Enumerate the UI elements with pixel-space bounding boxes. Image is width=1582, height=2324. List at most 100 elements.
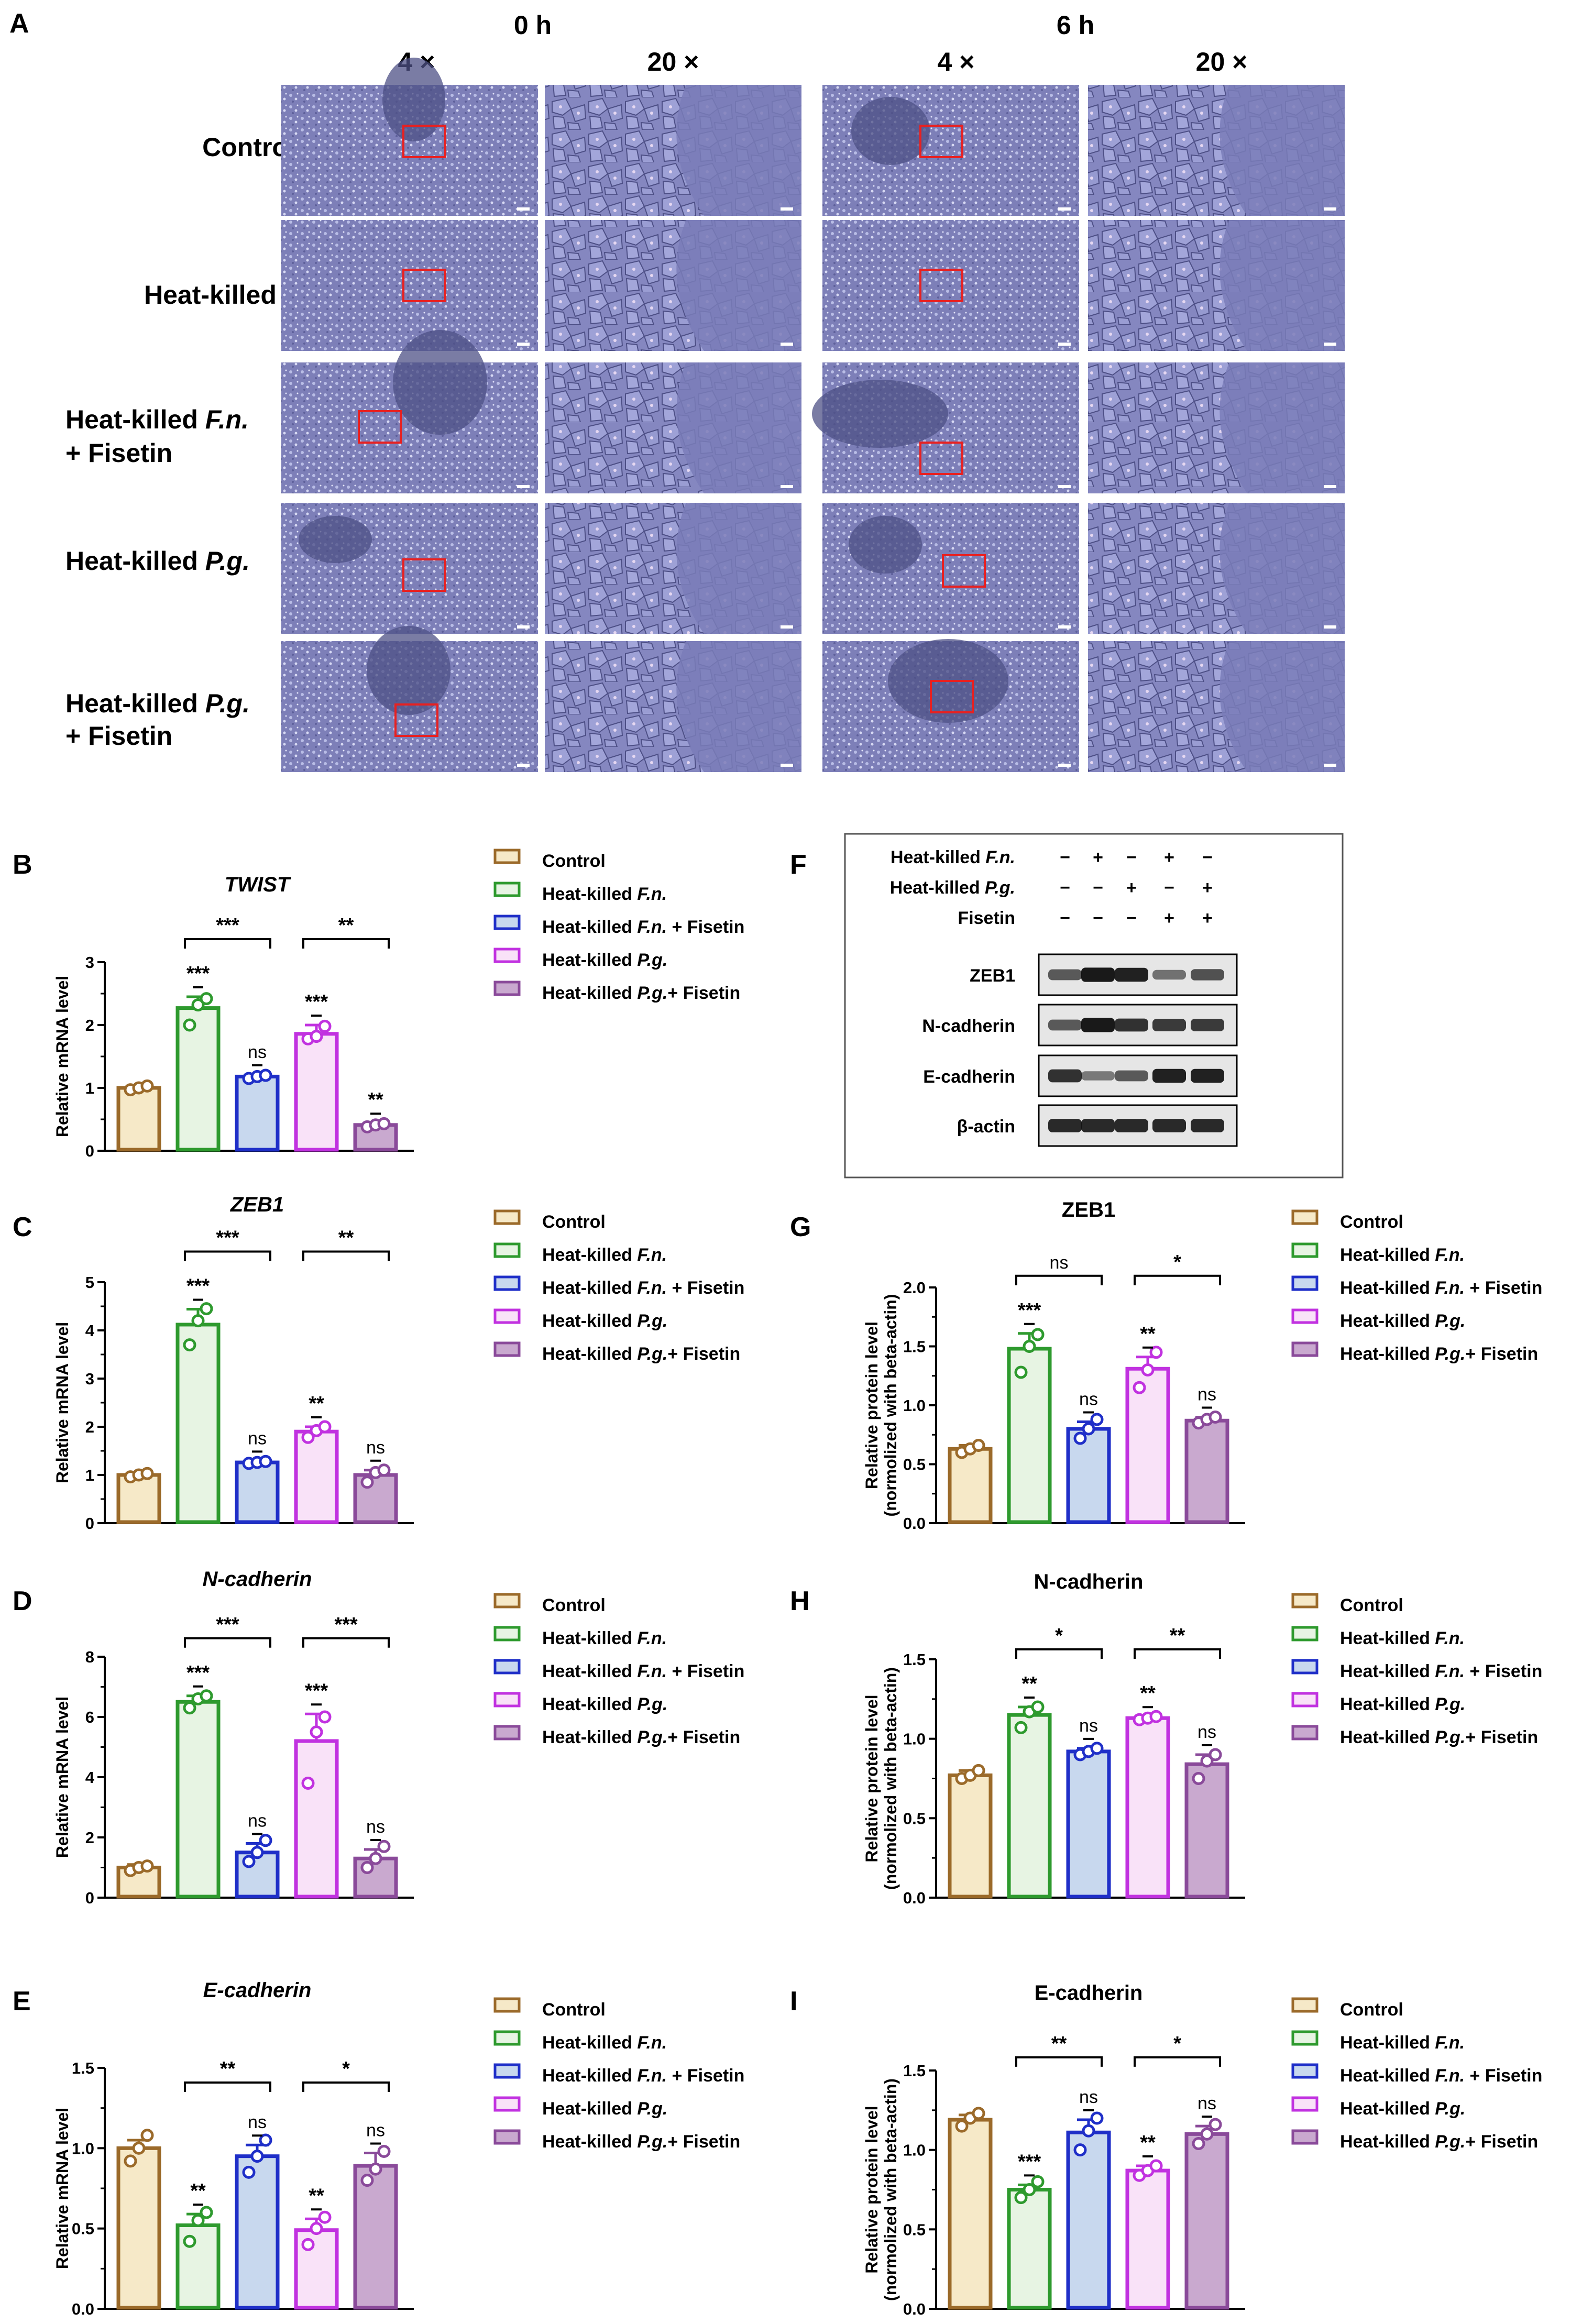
sig-label-3: ns (248, 1811, 267, 1831)
data-point (259, 2133, 272, 2147)
sig-label-5: ns (1198, 1385, 1216, 1405)
wb-band-2-lane-3 (1115, 1018, 1148, 1032)
data-point (183, 2234, 196, 2248)
sig-label-2: ** (1021, 1673, 1037, 1695)
bar-4 (1125, 1716, 1170, 1899)
panel-letter-e: E (13, 1986, 31, 2017)
sig-label-2: *** (186, 1275, 210, 1297)
scale-bar (781, 625, 793, 629)
legend: Control Heat-killed F.n. Heat-killed F.n. … (1291, 1593, 1542, 1747)
zoom-region-box (394, 703, 438, 737)
sig-label-5: ns (366, 2121, 385, 2141)
zoom-region-box (919, 442, 963, 475)
bar-1 (116, 1086, 161, 1152)
data-point (191, 998, 205, 1012)
wb-sign-r1-l5: − (1202, 847, 1213, 867)
chart-title: N-cadherin (1034, 1570, 1144, 1593)
y-tick-label: 1.5 (903, 1650, 926, 1669)
bar-5 (1184, 1762, 1229, 1899)
legend-swatch-4 (493, 948, 521, 963)
wb-band-label-4: β-actin (957, 1117, 1015, 1137)
legend-swatch-5 (493, 1725, 521, 1741)
wound-area (382, 58, 445, 141)
chart-title: TWIST (225, 873, 292, 896)
data-point (250, 2150, 264, 2163)
wb-band-3-lane-2 (1081, 1071, 1115, 1081)
wound-gap-zoom (676, 641, 801, 772)
legend-swatch-1 (493, 849, 521, 864)
data-point (200, 2206, 213, 2219)
y-tick-label: 0.0 (903, 2300, 926, 2318)
y-tick-label: 1.0 (903, 1396, 926, 1415)
wb-band-4-lane-3 (1115, 1119, 1148, 1132)
legend-swatch-3 (493, 915, 521, 930)
bar-3 (1066, 1427, 1111, 1524)
sig-label-4: *** (305, 991, 328, 1013)
data-point (259, 1069, 272, 1082)
data-point (1209, 1748, 1222, 1761)
comparison-bracket-2 (302, 2081, 390, 2092)
wb-sign-r2-l1: − (1060, 878, 1070, 898)
sig-label-5: ** (368, 1089, 383, 1111)
scale-bar (1058, 485, 1071, 488)
bar-4 (294, 1032, 339, 1152)
bar-2 (175, 1006, 221, 1152)
legend-label-3: Heat-killed F.n. + Fisetin (1340, 1278, 1542, 1298)
data-point (132, 2141, 146, 2155)
data-point (318, 1019, 332, 1033)
bar-4 (294, 1429, 339, 1524)
legend-label-2: Heat-killed F.n. (1340, 2033, 1465, 2053)
scale-bar (781, 764, 793, 767)
legend-swatch-3 (493, 1659, 521, 1675)
legend-swatch-4 (1291, 1308, 1319, 1324)
zoom-region-box (402, 558, 446, 592)
data-point (1209, 1411, 1222, 1424)
panel-letter-g: G (790, 1212, 811, 1242)
data-point (1209, 2118, 1222, 2131)
data-point (259, 1834, 272, 1847)
y-tick-label: 0.0 (72, 2300, 94, 2318)
zoom-region-box (919, 269, 963, 302)
time-header-0h: 0 h (514, 10, 552, 40)
data-point (242, 1855, 256, 1868)
y-axis-label: Relative protein level (862, 1321, 881, 1489)
legend-swatch-2 (1291, 1242, 1319, 1258)
data-point (1082, 2124, 1095, 2138)
bracket-label-2: ** (338, 915, 354, 937)
legend-swatch-4 (1291, 2096, 1319, 2112)
bar-2 (175, 1323, 221, 1524)
wb-sign-r2-l2: − (1093, 878, 1103, 898)
y-tick-label: 1.5 (72, 2059, 94, 2077)
y-tick-label: 0 (85, 1889, 94, 1907)
scale-bar (781, 343, 793, 346)
zoom-region-box (930, 680, 974, 713)
bracket-label-1: ** (220, 2058, 236, 2080)
bar-3 (235, 1460, 280, 1524)
data-point (318, 1420, 332, 1434)
sig-label-4: ** (1140, 1323, 1156, 1345)
data-point (377, 1463, 391, 1477)
data-point (310, 1030, 323, 1043)
micrograph-r2-c3 (822, 220, 1079, 351)
wb-band-label-2: N-cadherin (922, 1016, 1015, 1036)
legend: Control Heat-killed F.n. Heat-killed F.n. … (1291, 1997, 1542, 2152)
bar-2 (175, 1700, 221, 1899)
comparison-bracket-2 (1134, 2056, 1221, 2067)
legend-label-5: Heat-killed P.g.+ Fisetin (542, 1344, 740, 1364)
y-tick-label: 1.5 (903, 1338, 926, 1356)
wb-band-4-lane-1 (1048, 1119, 1082, 1132)
wound-gap-zoom (1220, 641, 1345, 772)
data-point (191, 1314, 205, 1328)
bracket-label-2: * (342, 2058, 350, 2080)
bar-4 (294, 2228, 339, 2310)
data-point (242, 2165, 256, 2179)
western-blot: − + − + − − − + − + − − − + + ZEB1 N-cadherin E-cadherin β… (922, 847, 1238, 1147)
bracket-label-1: ** (1051, 2033, 1067, 2055)
legend-swatch-4 (493, 1308, 521, 1324)
data-point (972, 1764, 985, 1777)
legend: Control Heat-killed F.n. Heat-killed F.n. … (493, 1593, 744, 1747)
legend-label-5: Heat-killed P.g.+ Fisetin (542, 1727, 740, 1747)
legend-swatch-4 (1291, 1692, 1319, 1708)
data-point (183, 1338, 196, 1352)
